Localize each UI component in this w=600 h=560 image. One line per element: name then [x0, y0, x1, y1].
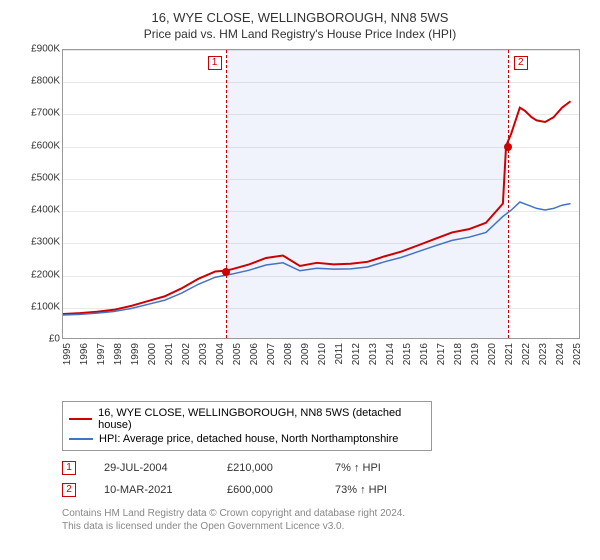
plot-area: 12 — [62, 49, 580, 339]
transaction-marker-icon: 2 — [62, 483, 76, 497]
transaction-delta: 7% ↑ HPI — [335, 462, 381, 474]
y-tick-label: £800K — [20, 76, 60, 87]
legend: 16, WYE CLOSE, WELLINGBOROUGH, NN8 5WS (… — [62, 401, 432, 451]
y-tick-label: £0 — [20, 334, 60, 345]
transaction-price: £210,000 — [227, 462, 307, 474]
transaction-price: £600,000 — [227, 484, 307, 496]
chart-title: 16, WYE CLOSE, WELLINGBOROUGH, NN8 5WS — [10, 10, 590, 25]
footer-line-1: Contains HM Land Registry data © Crown c… — [62, 507, 590, 520]
transaction-date: 10-MAR-2021 — [104, 484, 199, 496]
legend-label: 16, WYE CLOSE, WELLINGBOROUGH, NN8 5WS (… — [98, 407, 425, 431]
footer-line-2: This data is licensed under the Open Gov… — [62, 520, 590, 533]
footer-attribution: Contains HM Land Registry data © Crown c… — [62, 507, 590, 533]
y-tick-label: £300K — [20, 237, 60, 248]
transaction-marker-icon: 1 — [62, 461, 76, 475]
legend-row: 16, WYE CLOSE, WELLINGBOROUGH, NN8 5WS (… — [69, 406, 425, 432]
legend-swatch — [69, 438, 93, 440]
series-line-price_paid — [63, 101, 571, 314]
transaction-row: 1 29-JUL-2004 £210,000 7% ↑ HPI — [62, 457, 590, 479]
y-tick-label: £700K — [20, 108, 60, 119]
legend-label: HPI: Average price, detached house, Nort… — [99, 433, 398, 445]
x-tick-label: 2025 — [572, 343, 600, 365]
transaction-dot — [504, 143, 512, 151]
y-tick-label: £500K — [20, 172, 60, 183]
y-tick-label: £100K — [20, 301, 60, 312]
legend-swatch — [69, 418, 92, 420]
y-tick-label: £200K — [20, 269, 60, 280]
series-line-hpi — [63, 202, 571, 315]
chart-subtitle: Price paid vs. HM Land Registry's House … — [10, 27, 590, 41]
chart-container: 16, WYE CLOSE, WELLINGBOROUGH, NN8 5WS P… — [0, 0, 600, 560]
transaction-delta: 73% ↑ HPI — [335, 484, 387, 496]
y-tick-label: £900K — [20, 44, 60, 55]
transaction-table: 1 29-JUL-2004 £210,000 7% ↑ HPI 2 10-MAR-2021… — [62, 457, 590, 501]
title-block: 16, WYE CLOSE, WELLINGBOROUGH, NN8 5WS P… — [10, 10, 590, 41]
line-chart-svg — [63, 50, 579, 338]
chart-area: £0 £100K £200K £300K £400K £500K £600K £700K £80… — [20, 49, 580, 369]
legend-row: HPI: Average price, detached house, Nort… — [69, 432, 425, 446]
transaction-dot — [222, 268, 230, 276]
transaction-date: 29-JUL-2004 — [104, 462, 199, 474]
y-tick-label: £400K — [20, 205, 60, 216]
transaction-row: 2 10-MAR-2021 £600,000 73% ↑ HPI — [62, 479, 590, 501]
y-tick-label: £600K — [20, 140, 60, 151]
